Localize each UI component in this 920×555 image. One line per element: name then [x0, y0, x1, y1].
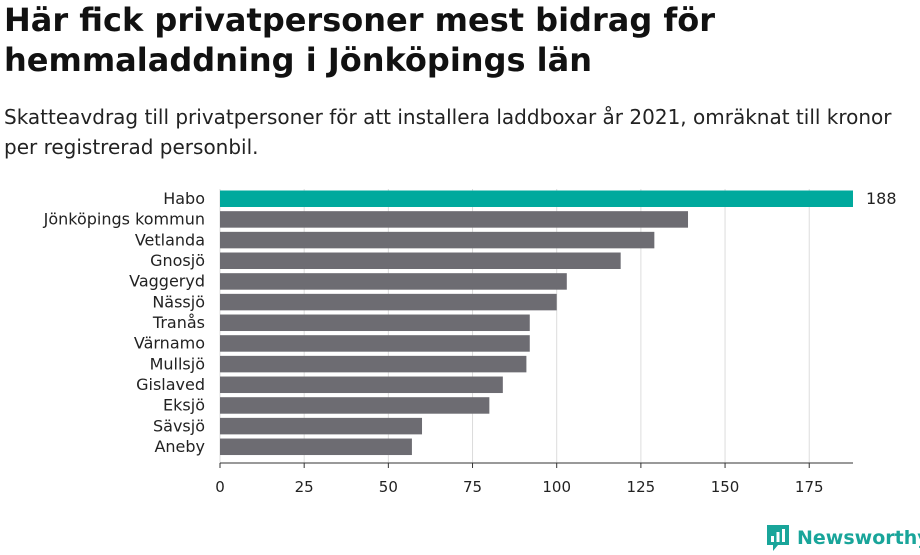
x-tick-label: 25 [295, 478, 314, 496]
x-axis: 0 25 50 75 100 125 150 175 [215, 462, 853, 496]
newsworthy-logo-icon [767, 525, 789, 551]
x-tick-label: 75 [463, 478, 482, 496]
category-label: Gnosjö [150, 251, 205, 270]
category-label: Vaggeryd [129, 272, 205, 291]
bar [220, 376, 503, 394]
category-label: Gislaved [136, 375, 205, 394]
category-label: Jönköpings kommun [43, 210, 205, 229]
newsworthy-brand: Newsworthy [765, 521, 920, 555]
x-tick-label: 0 [215, 478, 225, 496]
bars [220, 190, 853, 456]
x-tick-label: 100 [542, 478, 571, 496]
category-label: Vetlanda [135, 230, 205, 249]
brand-name: Newsworthy [797, 527, 920, 549]
category-label: Nässjö [152, 292, 205, 311]
category-label: Eksjö [163, 396, 205, 415]
bar [220, 273, 567, 290]
bar [220, 252, 621, 270]
bar [220, 335, 530, 352]
bar [220, 397, 490, 414]
bar [220, 438, 412, 456]
bar [220, 355, 527, 373]
bar [220, 293, 557, 311]
x-tick-label: 150 [711, 478, 740, 496]
category-label: Habo [163, 189, 205, 208]
data-labels: 188 [866, 189, 897, 208]
bar [220, 231, 655, 249]
data-label: 188 [866, 189, 897, 208]
bar [220, 211, 689, 228]
bar [220, 314, 530, 332]
chart-subtitle: Skatteavdrag till privatpersoner för att… [4, 105, 892, 159]
x-tick-label: 50 [379, 478, 398, 496]
category-label: Värnamo [134, 334, 205, 353]
x-tick-label: 175 [795, 478, 824, 496]
bar [220, 190, 853, 207]
x-tick-label: 125 [627, 478, 656, 496]
category-label: Tranås [152, 313, 205, 332]
category-label: Mullsjö [150, 354, 205, 373]
category-label: Aneby [154, 437, 205, 456]
bar [220, 417, 423, 435]
category-label: Sävsjö [153, 416, 205, 435]
chart-title: Här fick privatpersoner mest bidrag för … [4, 1, 716, 79]
